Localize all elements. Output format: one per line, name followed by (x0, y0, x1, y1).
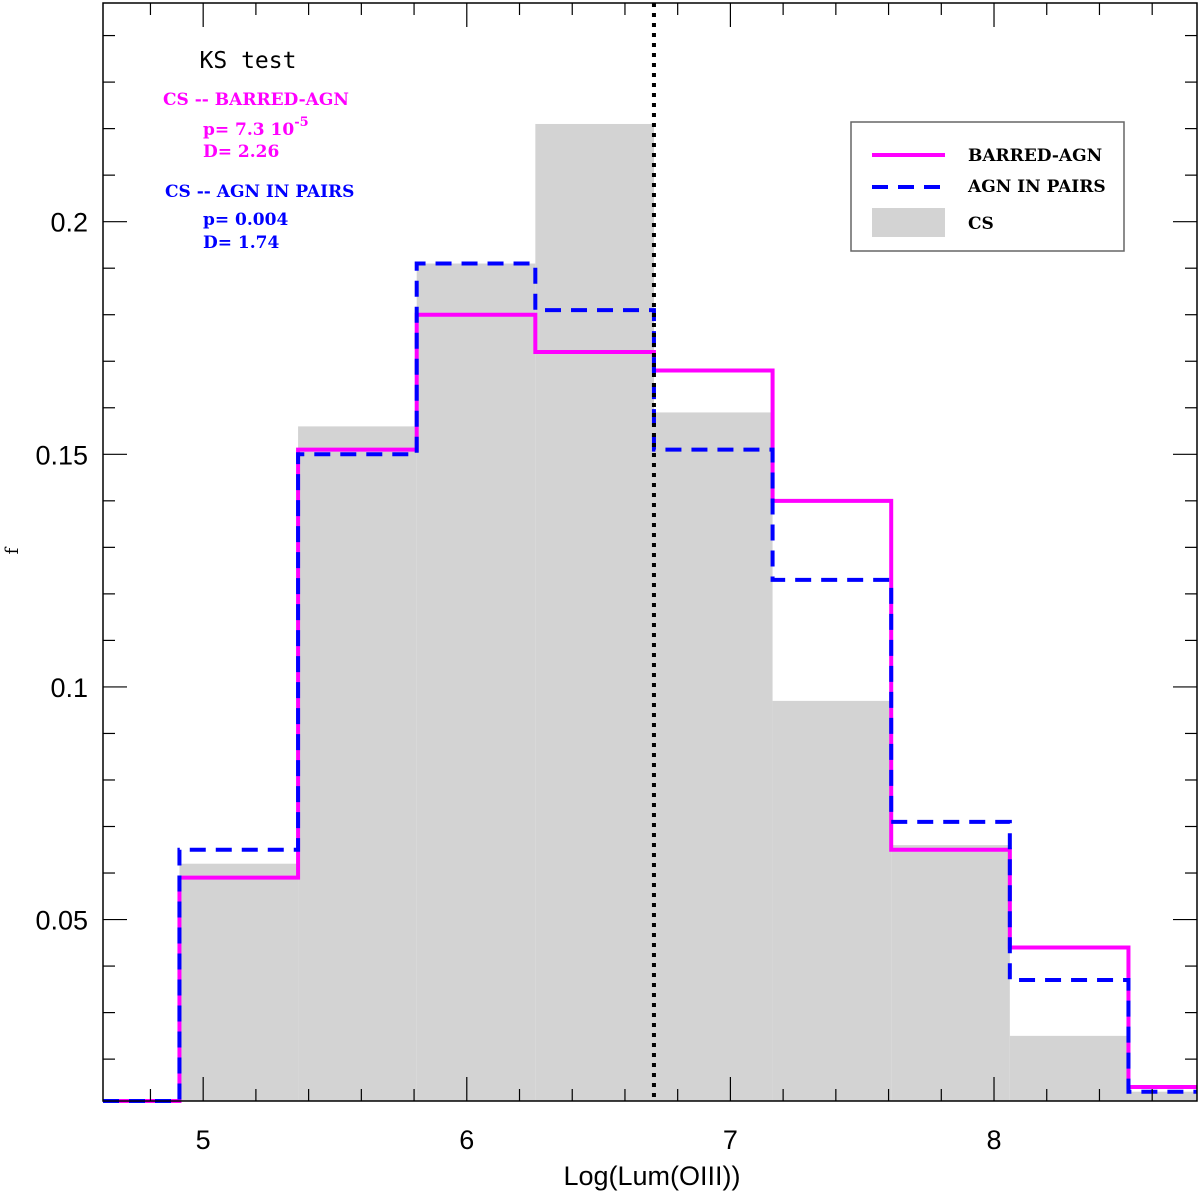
ks-pairs-p: p= 0.004 (203, 210, 288, 230)
legend: BARRED-AGN AGN IN PAIRS CS (850, 121, 1125, 252)
cs-bar (1009, 1035, 1129, 1101)
legend-cs-swatch (872, 208, 945, 237)
legend-barred-label: BARRED-AGN (968, 146, 1102, 166)
cs-bar (179, 863, 299, 1101)
y-tick-label: 0.2 (50, 208, 88, 238)
ks-annotation: KS test CS -- BARRED-AGN p= 7.3 10-5 D= … (163, 48, 354, 253)
axis-ticks (103, 3, 1197, 1101)
x-tick-label: 7 (723, 1125, 738, 1155)
cs-histogram (179, 123, 1197, 1102)
cs-bar (772, 700, 892, 1101)
y-tick-label: 0.05 (35, 906, 88, 936)
y-tick-label: 0.1 (50, 673, 88, 703)
ks-title: KS test (200, 48, 297, 74)
ks-pairs-d: D= 1.74 (203, 233, 279, 253)
legend-pairs-label: AGN IN PAIRS (967, 177, 1106, 197)
cs-bar (1128, 1091, 1197, 1101)
x-tick-label: 5 (196, 1125, 211, 1155)
x-tick-label: 6 (459, 1125, 474, 1155)
cs-bar (535, 123, 654, 1101)
cs-bar (653, 412, 773, 1102)
ks-barred-d: D= 2.26 (203, 142, 279, 162)
cs-bar (298, 426, 417, 1101)
ks-pairs-header: CS -- AGN IN PAIRS (165, 182, 354, 202)
y-tick-label: 0.15 (35, 440, 88, 470)
cs-bar (416, 263, 536, 1101)
y-axis-label: f (2, 546, 23, 554)
plot-frame (102, 2, 1198, 1102)
tick-labels: 5 6 7 8 0.05 0.1 0.15 0.2 (35, 208, 1001, 1155)
x-tick-label: 8 (987, 1125, 1002, 1155)
ks-barred-header: CS -- BARRED-AGN (163, 90, 349, 110)
ks-barred-p: p= 7.3 10-5 (203, 115, 309, 140)
legend-cs-label: CS (968, 214, 994, 234)
cs-bar (891, 845, 1010, 1101)
x-axis-label: Log(Lum(OIII)) (563, 1161, 740, 1191)
